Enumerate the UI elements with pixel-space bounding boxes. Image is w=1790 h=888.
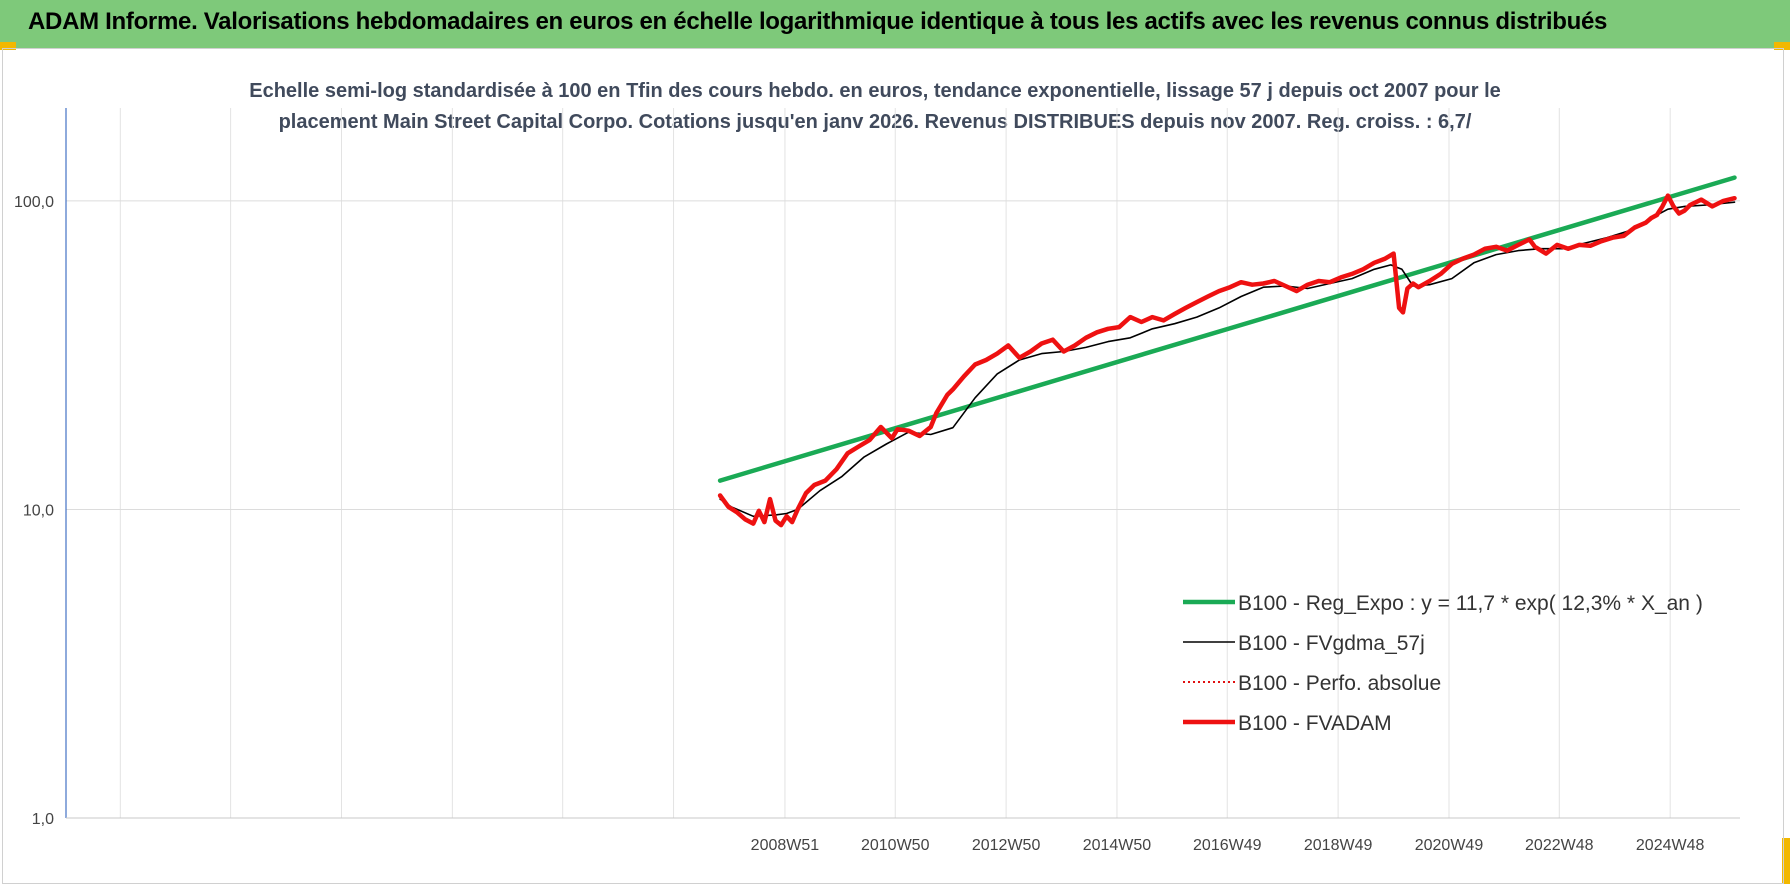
chart-frame: [2, 48, 1784, 884]
series-line-2: [719, 201, 1736, 518]
x-tick-label: 2024W48: [1636, 837, 1705, 854]
series-line-1: [717, 175, 1737, 483]
series-line-4: [717, 193, 1737, 528]
page-title: ADAM Informe. Valorisations hebdomadaire…: [28, 8, 1608, 35]
legend: B100 - Reg_Expo : y = 11,7 * exp( 12,3% …: [1183, 592, 1703, 735]
x-tick-label: 2012W50: [972, 837, 1041, 854]
legend-label: B100 - FVADAM: [1238, 712, 1392, 735]
x-tick-label: 2016W49: [1193, 837, 1262, 854]
x-tick-label: 2014W50: [1083, 837, 1152, 854]
y-tick-label: 10,0: [23, 502, 54, 519]
x-tick-label: 2018W49: [1304, 837, 1373, 854]
header-banner: ADAM Informe. Valorisations hebdomadaire…: [0, 0, 1790, 48]
x-tick-label: 2010W50: [861, 837, 930, 854]
y-tick-label: 100,0: [14, 194, 54, 211]
y-tick-label: 1,0: [32, 811, 54, 828]
legend-label: B100 - Reg_Expo : y = 11,7 * exp( 12,3% …: [1238, 592, 1703, 615]
chart-title: Echelle semi-log standardisée à 100 en T…: [249, 80, 1501, 133]
legend-label: B100 - Perfo. absolue: [1238, 672, 1441, 695]
x-tick-label: 2022W48: [1525, 837, 1594, 854]
x-tick-label: 2008W51: [751, 837, 820, 854]
corner-marker-top-left: [0, 42, 16, 50]
corner-marker-top-right: [1774, 42, 1790, 50]
corner-marker-bottom-right: [1782, 838, 1790, 884]
grid-layer: [66, 108, 1740, 819]
legend-label: B100 - FVgdma_57j: [1238, 632, 1425, 655]
x-tick-label: 2020W49: [1415, 837, 1484, 854]
series-layer: [717, 175, 1737, 528]
axis-layer: 1,0 10,0 100,0 2008W51 2010W50 2012W50 2014W50…: [14, 108, 1740, 854]
